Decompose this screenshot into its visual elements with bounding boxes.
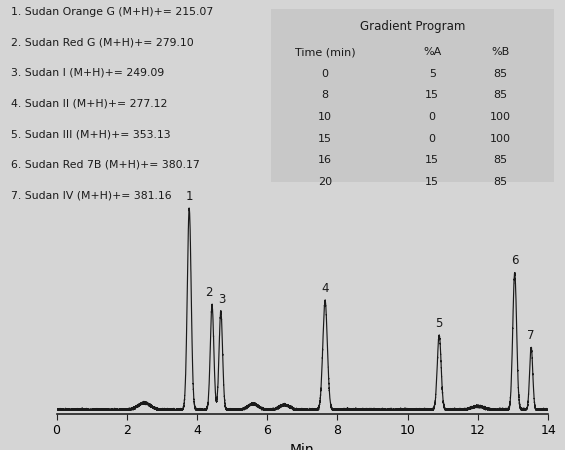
Text: %B: %B (491, 47, 509, 57)
Text: 100: 100 (489, 134, 511, 144)
Text: 1. Sudan Orange G (M+H)+= 215.07: 1. Sudan Orange G (M+H)+= 215.07 (11, 7, 214, 17)
Text: Time (min): Time (min) (294, 47, 355, 57)
Text: 15: 15 (425, 90, 439, 100)
Text: 5. Sudan III (M+H)+= 353.13: 5. Sudan III (M+H)+= 353.13 (11, 129, 171, 139)
Text: 85: 85 (493, 155, 507, 165)
Text: 5: 5 (436, 317, 443, 329)
Text: 0: 0 (429, 134, 436, 144)
Text: 4: 4 (321, 283, 329, 296)
Text: 3. Sudan I (M+H)+= 249.09: 3. Sudan I (M+H)+= 249.09 (11, 68, 164, 78)
Text: 20: 20 (318, 177, 332, 187)
Text: 100: 100 (489, 112, 511, 122)
Text: 3: 3 (219, 292, 226, 306)
X-axis label: Min: Min (290, 443, 315, 450)
Text: 4. Sudan II (M+H)+= 277.12: 4. Sudan II (M+H)+= 277.12 (11, 99, 168, 108)
Text: 0: 0 (321, 69, 328, 79)
Text: 85: 85 (493, 177, 507, 187)
Text: 16: 16 (318, 155, 332, 165)
Text: 8: 8 (321, 90, 328, 100)
Text: 0: 0 (429, 112, 436, 122)
Text: 7. Sudan IV (M+H)+= 381.16: 7. Sudan IV (M+H)+= 381.16 (11, 190, 172, 200)
Text: 6: 6 (511, 254, 519, 267)
Text: 2. Sudan Red G (M+H)+= 279.10: 2. Sudan Red G (M+H)+= 279.10 (11, 37, 194, 47)
Text: 85: 85 (493, 90, 507, 100)
Text: 2: 2 (206, 287, 213, 300)
Text: 10: 10 (318, 112, 332, 122)
Text: 1: 1 (185, 190, 193, 203)
Text: 15: 15 (425, 155, 439, 165)
Text: 6. Sudan Red 7B (M+H)+= 380.17: 6. Sudan Red 7B (M+H)+= 380.17 (11, 160, 200, 170)
Text: 7: 7 (528, 328, 535, 342)
Text: 85: 85 (493, 69, 507, 79)
Text: Gradient Program: Gradient Program (360, 20, 465, 33)
Text: 15: 15 (318, 134, 332, 144)
Text: 15: 15 (425, 177, 439, 187)
Text: 5: 5 (429, 69, 436, 79)
Text: %A: %A (423, 47, 441, 57)
